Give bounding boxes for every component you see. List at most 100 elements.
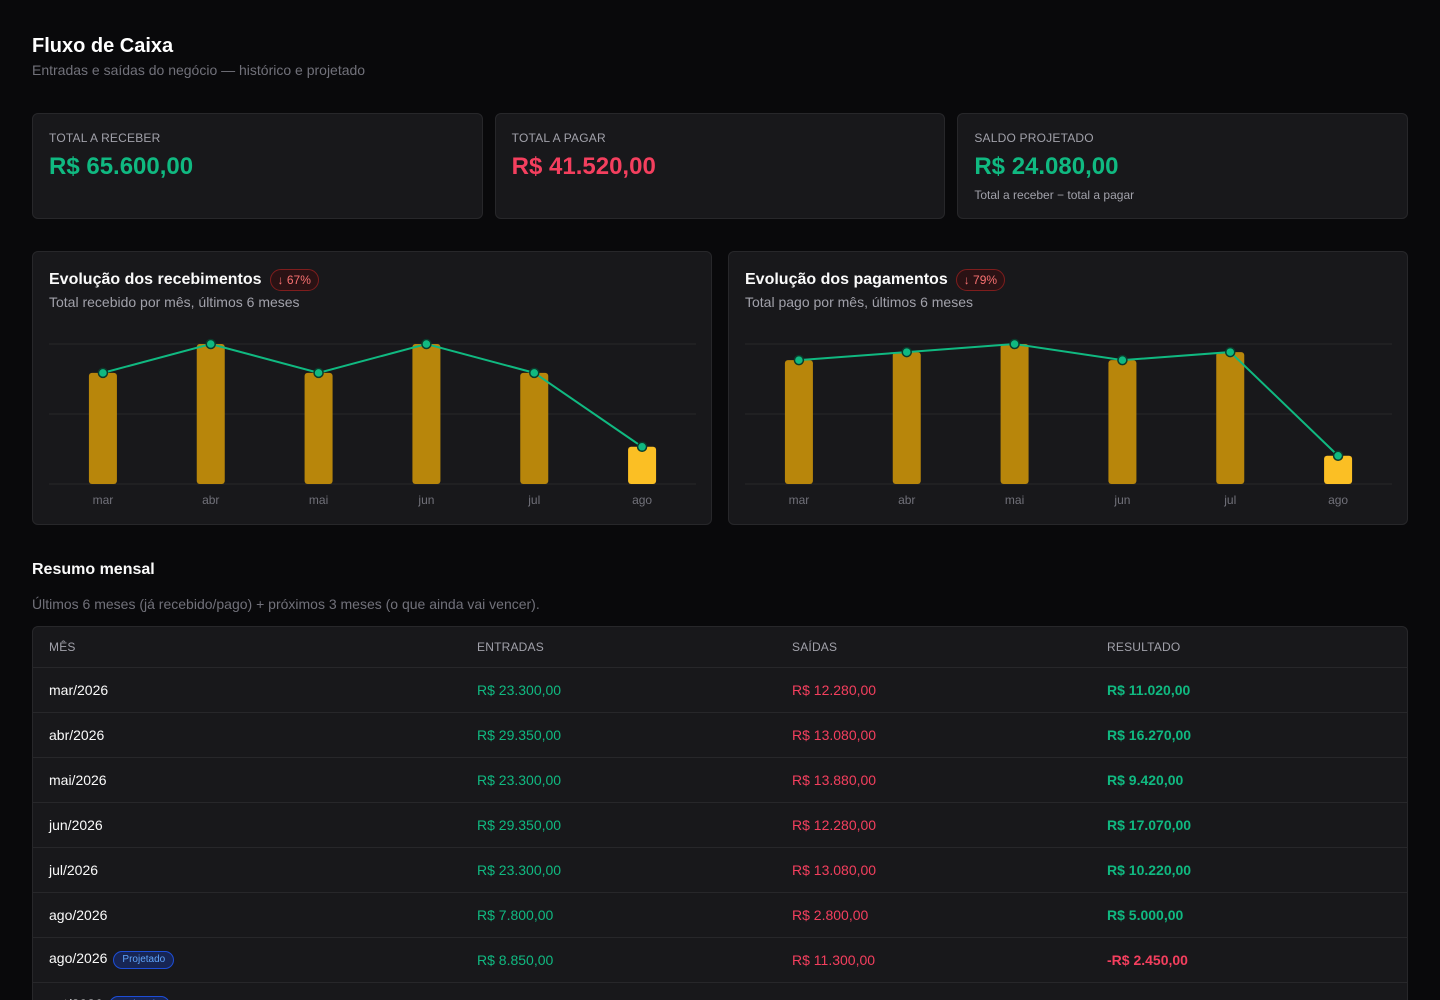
month-label: abr/2026 — [49, 726, 105, 743]
cell-month: ago/2026 Projetado — [33, 936, 461, 982]
cell-out: R$ 13.080,00 — [776, 846, 1091, 892]
x-tick-label: jul — [527, 493, 540, 507]
kpi-note: Total a receber − total a pagar — [974, 188, 1135, 202]
trend-point-abr[interactable] — [901, 346, 912, 358]
trend-point-jul[interactable] — [1225, 346, 1236, 358]
trend-point-mar[interactable] — [97, 367, 109, 379]
trend-point-ago[interactable] — [636, 441, 648, 453]
trend-point-abr[interactable] — [205, 338, 216, 350]
cell-in: R$ 29.350,00 — [461, 981, 776, 1000]
column-header-in: ENTRADAS — [477, 639, 544, 654]
trend-point-jul[interactable] — [529, 367, 540, 379]
payments-chart: mar abr mai jun jul ago — [745, 338, 1392, 507]
chart-subtitle: Total recebido por mês, últimos 6 meses — [49, 294, 300, 310]
cell-month: set/2026 Projetado — [33, 981, 461, 1000]
chart-card-receipts: Evolução dos recebimentos ↓ 67% Total re… — [32, 251, 712, 525]
month-label: mar/2026 — [49, 681, 109, 698]
x-tick-label: jun — [417, 493, 434, 507]
cell-month: mar/2026 — [33, 666, 461, 712]
table-row: mai/2026 R$ 23.300,00 R$ 13.880,00 R$ 9.420… — [33, 756, 1407, 802]
cell-month: jun/2026 — [33, 801, 461, 847]
kpi-value: R$ 41.520,00 — [511, 153, 656, 180]
bar-mar[interactable] — [88, 372, 117, 484]
table-header-row: MÊS ENTRADAS SAÍDAS RESULTADO — [33, 627, 1407, 667]
cell-result: R$ 16.270,00 — [1091, 711, 1407, 757]
bar-ago[interactable] — [1324, 455, 1353, 484]
kpi-label: TOTAL A RECEBER — [49, 131, 161, 145]
month-label: jul/2026 — [49, 861, 99, 878]
cell-out: R$ 11.300,00 — [776, 936, 1091, 982]
cell-result: -R$ 2.450,00 — [1091, 936, 1407, 982]
cell-in: R$ 8.850,00 — [461, 936, 776, 982]
page-subtitle: Entradas e saídas do negócio — histórico… — [32, 62, 366, 78]
cell-month: mai/2026 — [33, 756, 461, 802]
cell-out: R$ 12.280,00 — [776, 801, 1091, 847]
cell-out: R$ 13.500,00 — [776, 981, 1091, 1000]
x-tick-label: abr — [202, 493, 219, 507]
bar-abr[interactable] — [196, 344, 225, 484]
chart-title: Evolução dos pagamentos — [745, 271, 948, 288]
bar-jun[interactable] — [412, 344, 441, 484]
receipts-chart: mar abr mai jun jul ago — [49, 338, 696, 507]
cell-out: R$ 13.880,00 — [776, 756, 1091, 802]
table-row: mar/2026 R$ 23.300,00 R$ 12.280,00 R$ 11.02… — [33, 666, 1407, 712]
bar-ago[interactable] — [628, 446, 657, 484]
trend-point-mai[interactable] — [313, 367, 324, 379]
projected-badge: Projetado — [113, 950, 175, 969]
cell-in: R$ 7.800,00 — [461, 891, 776, 937]
table-row: jun/2026 R$ 29.350,00 R$ 12.280,00 R$ 17.07… — [33, 801, 1407, 847]
bar-jun[interactable] — [1108, 360, 1137, 484]
x-tick-label: mar — [789, 493, 810, 507]
chart-title: Evolução dos recebimentos — [49, 271, 262, 288]
cell-in: R$ 29.350,00 — [461, 711, 776, 757]
month-label: jun/2026 — [49, 816, 103, 833]
table-row: ago/2026 R$ 7.800,00 R$ 2.800,00 R$ 5.000,0… — [33, 891, 1407, 937]
cell-out: R$ 13.080,00 — [776, 711, 1091, 757]
column-header-month: MÊS — [49, 639, 76, 654]
cell-month: ago/2026 — [33, 891, 461, 937]
kpi-label: SALDO PROJETADO — [974, 131, 1094, 145]
cell-result: R$ 17.070,00 — [1091, 801, 1407, 847]
cell-result: R$ 9.420,00 — [1091, 756, 1407, 802]
kpi-value: R$ 24.080,00 — [974, 153, 1119, 180]
trend-point-ago[interactable] — [1332, 450, 1344, 462]
x-tick-label: jun — [1113, 493, 1130, 507]
trend-point-mar[interactable] — [793, 354, 805, 366]
bar-mai[interactable] — [304, 372, 333, 484]
cell-in: R$ 29.350,00 — [461, 801, 776, 847]
cell-result: R$ 15.850,00 — [1091, 981, 1407, 1000]
cell-result: R$ 10.220,00 — [1091, 846, 1407, 892]
projected-badge: Projetado — [108, 995, 170, 1000]
kpi-label: TOTAL A PAGAR — [511, 131, 606, 145]
table-row: abr/2026 R$ 29.350,00 R$ 13.080,00 R$ 16.27… — [33, 711, 1407, 757]
cell-in: R$ 23.300,00 — [461, 846, 776, 892]
trend-point-jun[interactable] — [421, 338, 432, 350]
column-header-result: RESULTADO — [1107, 639, 1181, 654]
kpi-card-receivable: TOTAL A RECEBER R$ 65.600,00 — [32, 113, 483, 219]
chart-subtitle: Total pago por mês, últimos 6 meses — [745, 294, 973, 310]
kpi-value: R$ 65.600,00 — [49, 153, 194, 180]
trend-line — [798, 342, 1339, 457]
summary-table-card: MÊS ENTRADAS SAÍDAS RESULTADO mar/2026 R$… — [32, 626, 1408, 1000]
bar-jul[interactable] — [520, 372, 549, 484]
month-label: ago/2026 — [49, 950, 108, 967]
bar-mar[interactable] — [784, 360, 813, 484]
page-title: Fluxo de Caixa — [32, 35, 174, 57]
month-label: set/2026 — [49, 996, 103, 1000]
cell-month: abr/2026 — [33, 711, 461, 757]
cell-result: R$ 5.000,00 — [1091, 891, 1407, 937]
column-header-out: SAÍDAS — [792, 639, 838, 654]
trend-point-mai[interactable] — [1009, 338, 1020, 350]
bar-abr[interactable] — [892, 352, 921, 484]
charts-row: Evolução dos recebimentos ↓ 67% Total re… — [32, 251, 1408, 525]
bar-jul[interactable] — [1216, 352, 1245, 484]
trend-point-jun[interactable] — [1117, 354, 1128, 366]
cell-in: R$ 23.300,00 — [461, 756, 776, 802]
summary-subtitle: Últimos 6 meses (já recebido/pago) + pró… — [32, 596, 540, 612]
x-tick-label: ago — [1328, 493, 1348, 507]
delta-badge: ↓ 79% — [955, 269, 1006, 291]
kpi-row: TOTAL A RECEBER R$ 65.600,00 TOTAL A PAG… — [32, 113, 1409, 219]
table-row: set/2026 Projetado R$ 29.350,00R$ 13.500,0… — [33, 981, 1407, 1000]
bar-mai[interactable] — [1000, 344, 1029, 484]
